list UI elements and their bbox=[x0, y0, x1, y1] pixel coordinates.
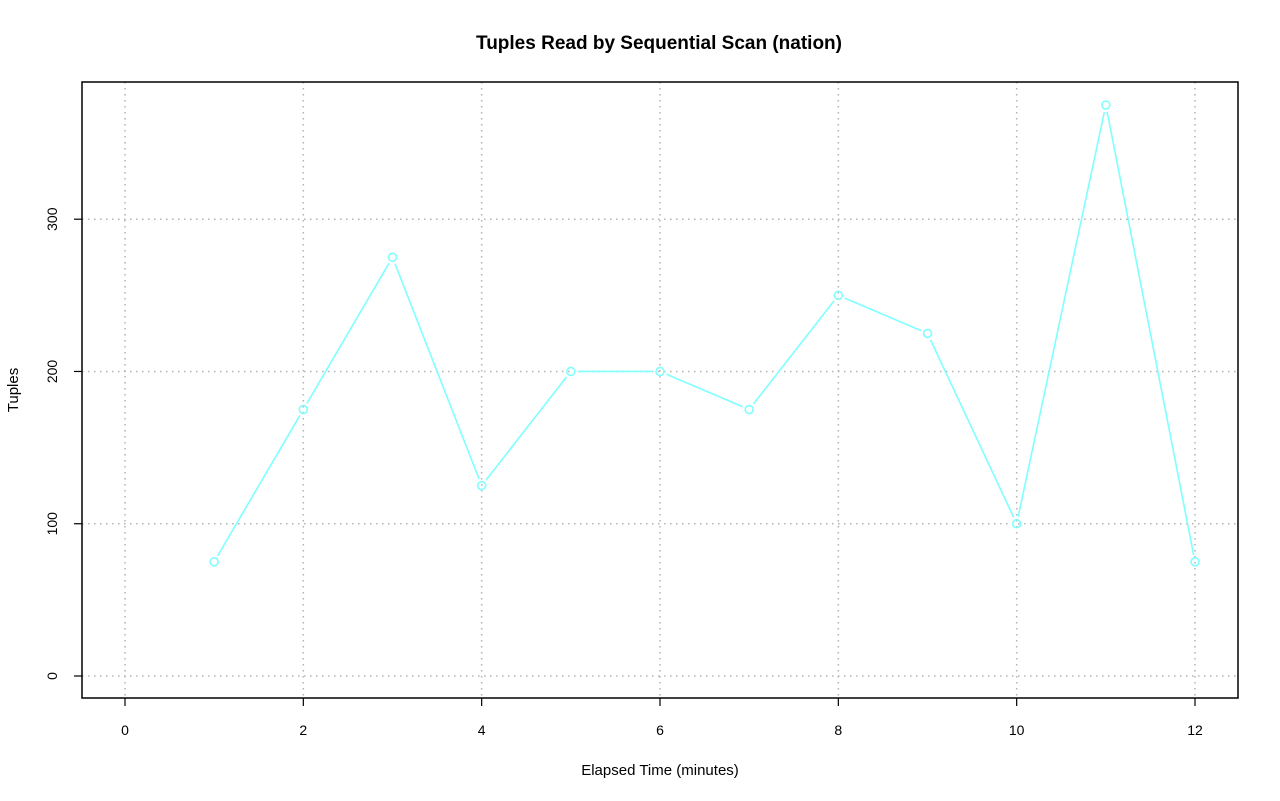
x-tick-label: 4 bbox=[478, 722, 486, 738]
x-tick-label: 2 bbox=[299, 722, 307, 738]
x-tick-label: 12 bbox=[1187, 722, 1203, 738]
data-point bbox=[833, 290, 844, 301]
x-tick-label: 10 bbox=[1009, 722, 1025, 738]
x-tick-label: 8 bbox=[834, 722, 842, 738]
series-line-segment bbox=[1017, 111, 1106, 518]
series-line-segment bbox=[1106, 111, 1195, 556]
y-axis-label: Tuples bbox=[5, 368, 22, 412]
data-point bbox=[1011, 518, 1022, 529]
x-tick-label: 0 bbox=[121, 722, 129, 738]
x-tick-label: 6 bbox=[656, 722, 664, 738]
data-point bbox=[209, 556, 219, 567]
series-line-segment bbox=[306, 262, 390, 404]
data-point bbox=[1190, 556, 1200, 567]
data-point bbox=[922, 328, 933, 339]
y-axis: 0 100 200 300 bbox=[44, 207, 82, 680]
y-tick-label: 300 bbox=[44, 207, 60, 231]
series-line-segment bbox=[485, 376, 568, 481]
series-line-segment bbox=[844, 297, 922, 332]
y-tick-label: 0 bbox=[44, 672, 60, 680]
data-point bbox=[476, 480, 487, 491]
data-point bbox=[387, 252, 398, 263]
y-tick-label: 200 bbox=[44, 360, 60, 384]
data-point bbox=[566, 366, 576, 377]
data-point bbox=[655, 366, 665, 377]
series-line-segment bbox=[217, 415, 301, 557]
grid bbox=[82, 82, 1238, 698]
x-axis: 0 2 4 6 8 10 12 bbox=[121, 698, 1203, 738]
data-point bbox=[744, 404, 754, 415]
x-axis-label: Elapsed Time (minutes) bbox=[581, 762, 739, 779]
data-point bbox=[1101, 100, 1111, 110]
series-line-segment bbox=[752, 300, 835, 405]
series-line-segment bbox=[929, 339, 1015, 518]
chart-title: Tuples Read by Sequential Scan (nation) bbox=[476, 33, 842, 54]
series-layer bbox=[209, 100, 1200, 567]
data-point bbox=[298, 404, 309, 415]
y-tick-label: 100 bbox=[44, 512, 60, 536]
series-line-segment bbox=[666, 373, 744, 408]
plot-frame bbox=[81, 81, 1239, 699]
series-line-segment bbox=[394, 263, 480, 480]
